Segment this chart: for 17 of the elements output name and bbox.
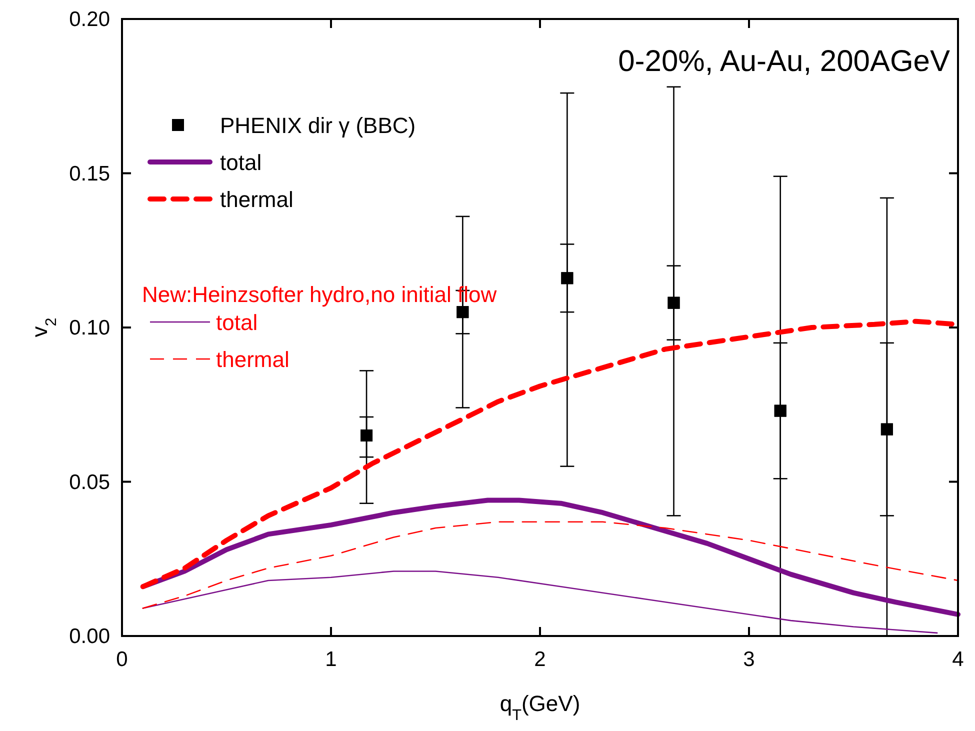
legend-label: total: [220, 150, 262, 175]
y-tick-label: 0.10: [69, 316, 110, 340]
x-tick-label: 1: [325, 648, 337, 671]
x-tick-label: 2: [534, 648, 546, 671]
x-tick-label: 3: [743, 648, 755, 671]
y-tick-label: 0.20: [69, 8, 110, 31]
legend-label: total: [216, 310, 258, 335]
legend-label: thermal: [220, 187, 294, 212]
y-tick-label: 0.00: [69, 625, 110, 648]
y-tick-label: 0.05: [69, 470, 110, 494]
legend-label: thermal: [216, 347, 290, 372]
x-tick-label: 4: [952, 648, 964, 671]
x-axis-title: q$_{T}$(GeV): [500, 691, 580, 724]
legend-label: PHENIX dir γ (BBC): [220, 113, 416, 138]
x-tick-label: 0: [116, 648, 128, 671]
y-tick-label: 0.15: [69, 162, 110, 186]
text: 0-20%, Au-Au, 200AGeV: [618, 45, 950, 78]
